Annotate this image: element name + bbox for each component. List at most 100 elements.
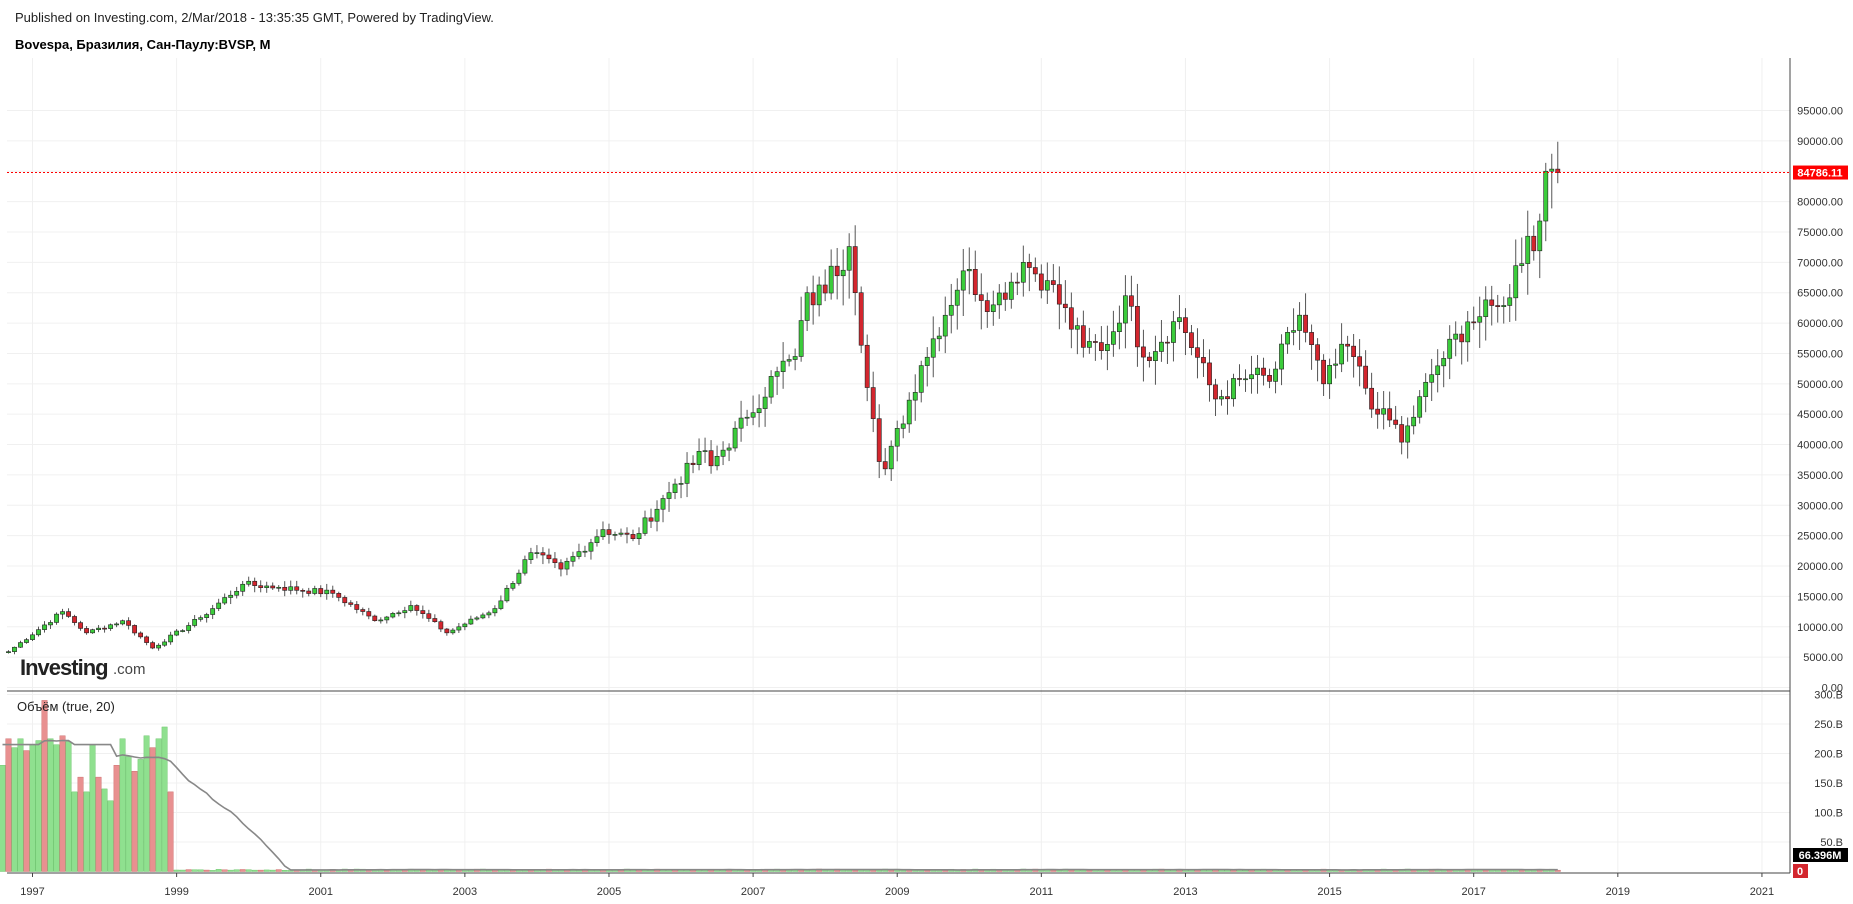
volume-bar — [17, 738, 24, 872]
volume-bar — [269, 869, 276, 872]
volume-bar — [1080, 870, 1087, 872]
volume-bar — [1242, 870, 1249, 872]
volume-bar — [197, 869, 204, 872]
volume-bar — [173, 869, 180, 872]
volume-bar — [822, 870, 829, 872]
price-tick-label: 90000.00 — [1797, 136, 1843, 148]
volume-bar — [161, 726, 168, 872]
volume-bar — [852, 870, 859, 872]
candle — [648, 508, 654, 528]
candle — [198, 615, 204, 622]
candle — [264, 581, 270, 593]
candle — [1471, 306, 1477, 330]
price-tick-label: 60000.00 — [1797, 318, 1843, 330]
candle — [768, 370, 774, 404]
candle — [756, 394, 762, 428]
volume-bar — [900, 870, 907, 872]
candle — [750, 395, 756, 426]
candle — [1513, 239, 1519, 321]
candle — [888, 440, 894, 481]
price-axis[interactable]: 0.00 5000.00 10000.00 15000.00 20000.00 25000… — [1797, 106, 1843, 695]
investing-logo: Investing .com — [20, 655, 146, 680]
volume-bar — [155, 738, 162, 872]
candle — [60, 608, 65, 620]
candle — [936, 327, 942, 352]
candle — [12, 646, 17, 655]
published-caption: Published on Investing.com, 2/Mar/2018 -… — [15, 10, 494, 25]
candle — [1387, 391, 1393, 428]
candle — [558, 559, 564, 577]
volume-bar — [71, 791, 78, 872]
candle — [1201, 339, 1206, 377]
time-tick-label: 2021 — [1750, 886, 1774, 898]
candle — [1405, 417, 1411, 459]
candle — [48, 620, 53, 629]
candle — [984, 292, 990, 328]
candle — [636, 527, 642, 545]
candle — [522, 555, 528, 576]
volume-panel-title[interactable]: Объём (true, 20) — [17, 699, 115, 714]
candle — [1501, 296, 1507, 324]
candle — [828, 249, 834, 300]
candle — [390, 611, 396, 619]
candle — [486, 610, 492, 619]
candle — [1249, 355, 1254, 394]
volume-bar — [47, 738, 54, 872]
candle — [312, 585, 318, 596]
candle — [1519, 237, 1525, 273]
candle — [54, 612, 59, 625]
candle — [1339, 323, 1344, 373]
candle — [468, 615, 474, 626]
candle — [594, 529, 600, 547]
candle — [360, 607, 366, 616]
candle — [72, 614, 77, 626]
volume-bar — [221, 869, 228, 872]
candle — [78, 620, 83, 631]
candle — [1459, 325, 1465, 365]
volume-zero-badge: 0 — [1793, 864, 1808, 878]
candle — [1321, 354, 1326, 397]
candle — [1104, 325, 1110, 371]
candle — [1393, 405, 1399, 429]
svg-text:84786.11: 84786.11 — [1797, 168, 1842, 180]
candle — [1207, 349, 1212, 402]
candle — [1351, 333, 1356, 378]
volume-bar — [263, 869, 270, 872]
candle — [876, 404, 882, 479]
time-axis[interactable]: 1997 1999 2001 2003 2005 2007 2009 2011 2013 2015… — [20, 873, 1774, 898]
candle — [240, 580, 246, 596]
symbol-title[interactable]: Bovespa, Бразилия, Сан-Паулу:BVSP, M — [15, 37, 271, 52]
candle — [1026, 253, 1032, 292]
volume-bar — [95, 776, 102, 872]
candle — [1171, 311, 1176, 362]
candle — [1537, 213, 1543, 279]
price-tick-label: 65000.00 — [1797, 288, 1843, 300]
candle — [1375, 391, 1381, 429]
candle — [426, 609, 432, 622]
candle — [714, 445, 720, 471]
volume-bar — [101, 788, 108, 872]
candle — [1309, 324, 1314, 370]
candle — [696, 438, 702, 471]
volume-bar — [245, 869, 252, 872]
volume-bar — [53, 744, 60, 872]
candle — [600, 521, 606, 540]
candle — [798, 296, 804, 362]
candle — [132, 624, 137, 636]
volume-axis[interactable]: 50.B 100.B 150.B 200.B 250.B 300.B — [1814, 690, 1843, 850]
candle — [330, 585, 336, 598]
candle — [606, 523, 612, 544]
candle — [474, 615, 480, 621]
candle — [1189, 324, 1194, 356]
volume-bar — [1506, 870, 1513, 872]
candle — [1543, 162, 1549, 242]
price-tick-label: 25000.00 — [1797, 531, 1843, 543]
candle — [588, 538, 594, 560]
candle — [1399, 416, 1405, 455]
candle — [732, 421, 738, 452]
candle — [1381, 391, 1387, 430]
candle — [1285, 326, 1290, 354]
volume-moving-average-line — [2, 739, 1558, 871]
price-tick-label: 20000.00 — [1797, 561, 1843, 573]
